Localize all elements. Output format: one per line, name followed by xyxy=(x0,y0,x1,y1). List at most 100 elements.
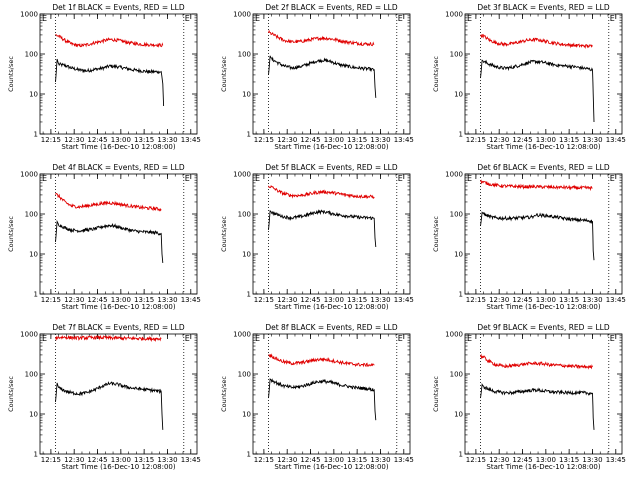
corner-mark-left: E xyxy=(467,334,472,343)
y-tick-label: 10 xyxy=(454,251,463,259)
x-tick-label: 12:30 xyxy=(64,136,84,144)
x-tick-label: 12:30 xyxy=(277,136,297,144)
x-tick-label: 13:45 xyxy=(606,456,626,464)
x-axis-label: Start Time (16-Dec-10 12:08:00) xyxy=(486,143,600,151)
corner-mark-right: E xyxy=(610,174,615,183)
x-tick-label: 13:15 xyxy=(134,456,154,464)
x-tick-label: 12:15 xyxy=(254,456,274,464)
y-tick-label: 1 xyxy=(247,131,251,139)
events-series-line xyxy=(268,209,377,248)
x-tick-label: 13:00 xyxy=(111,456,131,464)
lld-series-line xyxy=(268,29,375,47)
panel-title: Det 6f BLACK = Events, RED = LLD xyxy=(477,163,610,172)
x-tick-label: 12:15 xyxy=(466,136,486,144)
corner-mark-right: E xyxy=(398,334,403,343)
y-tick-label: 1000 xyxy=(20,331,38,339)
plot-frame xyxy=(464,13,623,135)
detector-panel: Det 3f BLACK = Events, RED = LLD 1 10 100 10… xyxy=(432,3,626,151)
y-tick-label: 100 xyxy=(238,211,251,219)
y-axis-label: Counts/sec xyxy=(432,376,440,412)
x-tick-label: 12:15 xyxy=(41,136,61,144)
x-tick-label: 12:45 xyxy=(87,456,107,464)
corner-mark-left: E xyxy=(255,174,260,183)
corner-mark-left: E xyxy=(255,14,260,23)
detector-panel: Det 8f BLACK = Events, RED = LLD 1 10 100 10… xyxy=(220,323,414,471)
x-tick-label: 13:00 xyxy=(324,296,344,304)
y-tick-label: 100 xyxy=(238,51,251,59)
x-tick-label: 12:45 xyxy=(512,456,532,464)
y-axis-label: Counts/sec xyxy=(432,216,440,252)
x-tick-label: 12:30 xyxy=(64,456,84,464)
lld-series-line xyxy=(268,353,375,368)
y-axis-label: Counts/sec xyxy=(220,216,228,252)
events-series-line xyxy=(268,378,377,421)
detector-panel: Det 2f BLACK = Events, RED = LLD 1 10 100 10… xyxy=(220,3,414,151)
y-tick-label: 10 xyxy=(454,91,463,99)
y-tick-label: 100 xyxy=(25,51,38,59)
corner-mark-right: E xyxy=(398,174,403,183)
y-tick-label: 1000 xyxy=(445,11,463,19)
x-tick-label: 13:45 xyxy=(181,456,201,464)
corner-mark-right: E xyxy=(185,174,190,183)
x-tick-label: 12:15 xyxy=(41,456,61,464)
x-tick-label: 13:45 xyxy=(181,296,201,304)
lld-series-line xyxy=(480,179,593,192)
events-series-line xyxy=(268,55,377,98)
y-tick-label: 100 xyxy=(25,211,38,219)
x-tick-label: 13:30 xyxy=(582,136,602,144)
x-tick-label: 13:45 xyxy=(394,296,414,304)
detector-panel: Det 6f BLACK = Events, RED = LLD 1 10 100 10… xyxy=(432,163,626,311)
x-tick-label: 12:30 xyxy=(277,296,297,304)
plot-frame xyxy=(39,13,198,135)
x-tick-label: 12:30 xyxy=(489,136,509,144)
detector-panel: Det 5f BLACK = Events, RED = LLD 1 10 100 10… xyxy=(220,163,414,311)
y-tick-label: 10 xyxy=(242,91,251,99)
events-series-line xyxy=(55,381,164,430)
x-axis-label: Start Time (16-Dec-10 12:08:00) xyxy=(61,143,175,151)
x-axis-label: Start Time (16-Dec-10 12:08:00) xyxy=(274,303,388,311)
x-tick-label: 13:15 xyxy=(134,296,154,304)
y-tick-label: 1 xyxy=(34,451,38,459)
x-tick-label: 13:00 xyxy=(536,296,556,304)
events-series-line xyxy=(480,59,595,123)
x-tick-label: 12:45 xyxy=(300,296,320,304)
x-axis-label: Start Time (16-Dec-10 12:08:00) xyxy=(61,463,175,471)
x-tick-label: 13:15 xyxy=(134,136,154,144)
y-tick-label: 1000 xyxy=(20,171,38,179)
plot-frame xyxy=(464,333,623,455)
y-tick-label: 1 xyxy=(247,451,251,459)
x-tick-label: 13:15 xyxy=(559,296,579,304)
x-axis-label: Start Time (16-Dec-10 12:08:00) xyxy=(486,303,600,311)
y-axis-label: Counts/sec xyxy=(7,56,15,92)
panel-title: Det 7f BLACK = Events, RED = LLD xyxy=(52,323,185,332)
y-tick-label: 1000 xyxy=(233,11,251,19)
x-tick-label: 13:30 xyxy=(370,456,390,464)
panel-title: Det 5f BLACK = Events, RED = LLD xyxy=(265,163,398,172)
x-axis-label: Start Time (16-Dec-10 12:08:00) xyxy=(274,463,388,471)
x-tick-label: 13:15 xyxy=(559,456,579,464)
y-tick-label: 1 xyxy=(34,291,38,299)
corner-mark-right: E xyxy=(610,14,615,23)
y-axis-label: Counts/sec xyxy=(432,56,440,92)
corner-mark-left: E xyxy=(255,334,260,343)
plot-frame xyxy=(39,333,198,455)
x-tick-label: 13:45 xyxy=(394,136,414,144)
x-tick-label: 12:30 xyxy=(277,456,297,464)
lld-series-line xyxy=(268,185,375,199)
x-tick-label: 12:45 xyxy=(87,296,107,304)
plot-frame xyxy=(252,333,411,455)
y-tick-label: 100 xyxy=(238,371,251,379)
events-series-line xyxy=(480,211,595,261)
y-tick-label: 10 xyxy=(29,91,38,99)
y-tick-label: 100 xyxy=(450,211,463,219)
corner-mark-right: E xyxy=(610,334,615,343)
x-axis-label: Start Time (16-Dec-10 12:08:00) xyxy=(61,303,175,311)
corner-mark-left: E xyxy=(42,334,47,343)
events-series-line xyxy=(55,219,164,263)
detector-panel: Det 9f BLACK = Events, RED = LLD 1 10 100 10… xyxy=(432,323,626,471)
x-tick-label: 13:30 xyxy=(582,456,602,464)
x-axis-label: Start Time (16-Dec-10 12:08:00) xyxy=(486,463,600,471)
x-tick-label: 13:30 xyxy=(370,136,390,144)
corner-mark-left: E xyxy=(42,174,47,183)
